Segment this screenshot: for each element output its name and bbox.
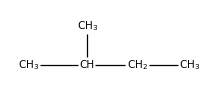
Text: CH$_3$: CH$_3$ [77, 19, 98, 33]
Text: CH: CH [80, 60, 95, 70]
Text: CH$_3$: CH$_3$ [18, 58, 39, 72]
Text: CH$_2$: CH$_2$ [127, 58, 148, 72]
Text: CH$_3$: CH$_3$ [179, 58, 200, 72]
